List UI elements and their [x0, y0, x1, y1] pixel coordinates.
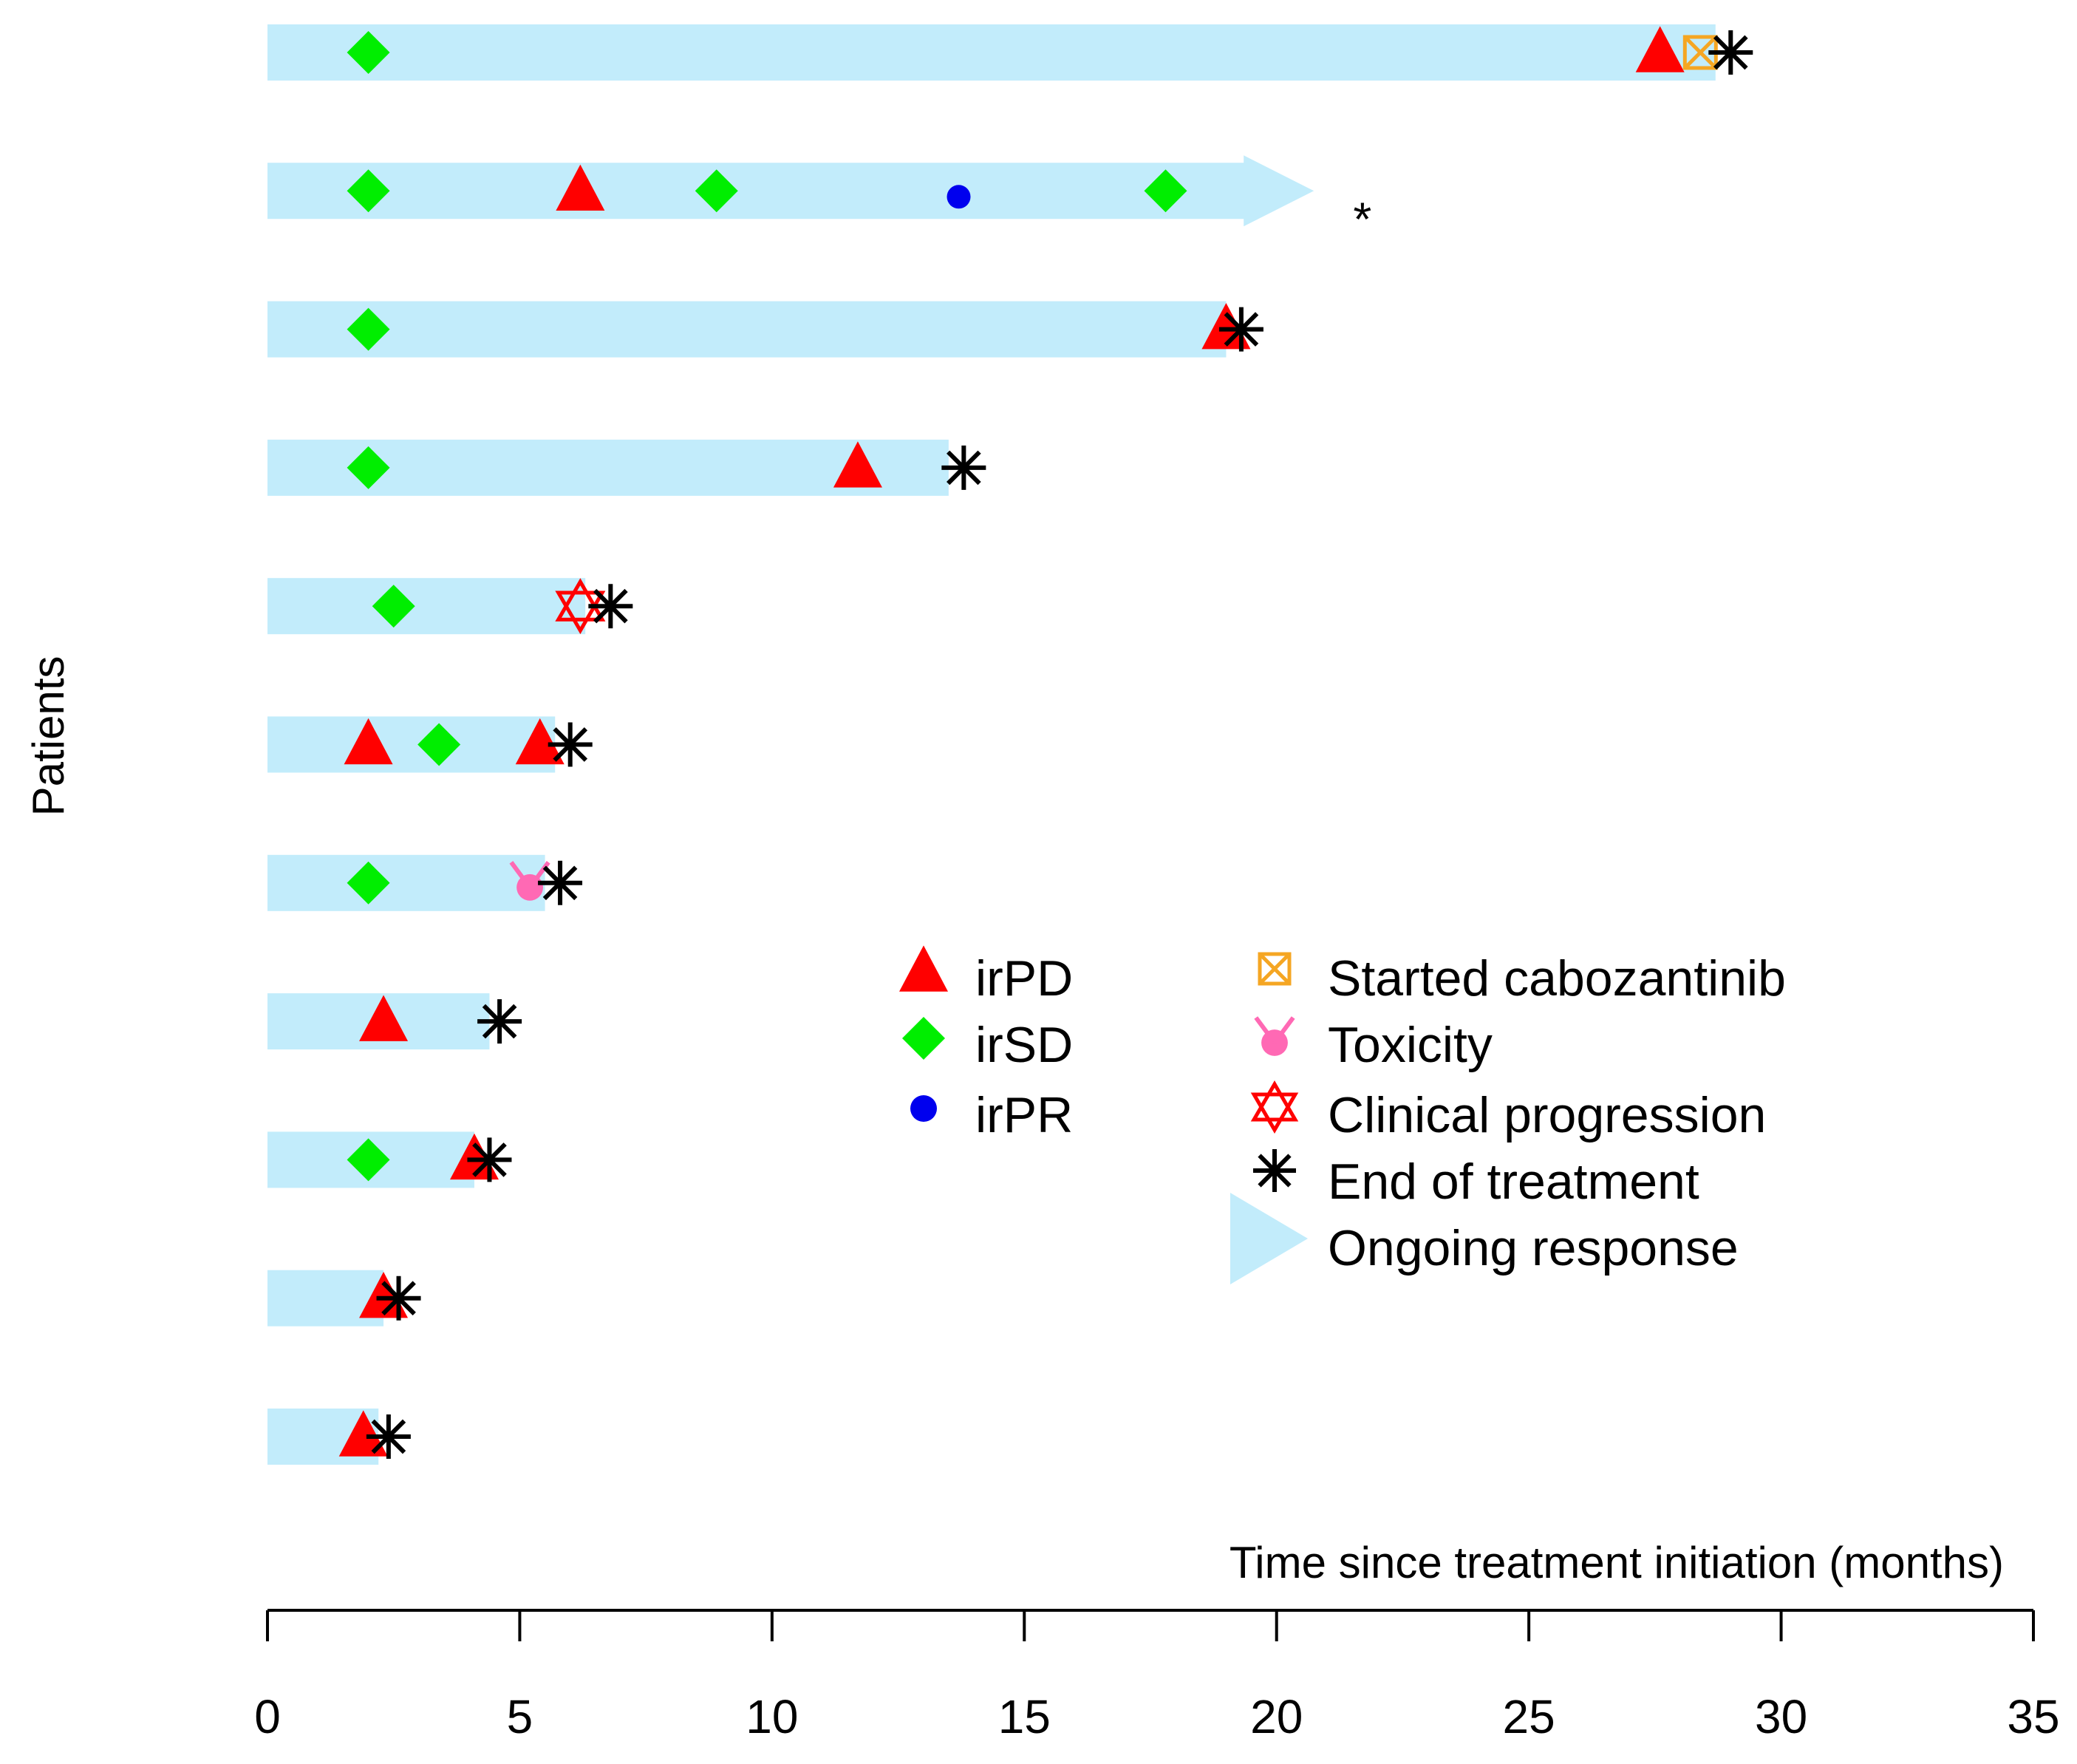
legend-label-ongoing: Ongoing response: [1328, 1220, 1739, 1276]
x-axis-title: Time since treatment initiation (months): [1230, 1538, 2004, 1587]
legend-eot-icon: [1253, 1149, 1296, 1192]
irsd-marker-9-1: [347, 1138, 390, 1182]
eot-marker-3: [1218, 307, 1263, 352]
legend-ongoing-icon: [1230, 1193, 1308, 1284]
annotation-1: *: [1353, 192, 1371, 245]
irpd-marker-9-1: [449, 1133, 499, 1180]
patient-bar-7: [267, 854, 545, 911]
legend-toxicity-icon: [1254, 1016, 1295, 1056]
legend-clinical-icon: [1250, 1080, 1299, 1134]
irsd-marker-1-1: [347, 31, 390, 74]
irsd-marker-4-1: [347, 446, 390, 489]
irpd-marker-6-2: [515, 718, 565, 765]
irpd-marker-3-1: [1201, 302, 1251, 350]
legend-label-toxicity: Toxicity: [1328, 1017, 1493, 1073]
patient-bar-3: [267, 301, 1227, 358]
x-tick-label-35: 35: [2007, 1690, 2059, 1743]
x-tick-label-0: 0: [254, 1690, 281, 1743]
legend: irPD irSD irPR Started cabozantinib Toxicity…: [899, 945, 1786, 1284]
x-tick-label-20: 20: [1250, 1690, 1303, 1743]
legend-label-irSD: irSD: [975, 1017, 1073, 1073]
eot-marker-8: [477, 999, 522, 1044]
eot-marker-11: [366, 1414, 411, 1459]
irpd-marker-2-1: [556, 164, 605, 211]
irsd-marker-7-1: [347, 861, 390, 905]
irpd-marker-8-1: [359, 995, 409, 1041]
patient-bars: [267, 24, 1716, 1465]
eot-marker-4: [941, 445, 986, 490]
irsd-marker-2-2: [695, 169, 738, 213]
irpd-marker-1-1: [1635, 26, 1685, 72]
patient-bar-6: [267, 716, 556, 773]
x-tick-label-10: 10: [746, 1690, 798, 1743]
eot-marker-9: [467, 1137, 512, 1182]
x-tick-label-15: 15: [998, 1690, 1051, 1743]
irpd-marker-6-1: [344, 718, 393, 765]
legend-label-eot: End of treatment: [1328, 1154, 1699, 1210]
event-markers: *: [338, 26, 1753, 1459]
clinical-marker-5-1: [555, 578, 606, 635]
eot-marker-7: [538, 860, 583, 905]
patient-bar-1: [267, 24, 1716, 81]
legend-cabo-icon: [1258, 952, 1292, 986]
irsd-marker-3-1: [347, 307, 390, 351]
irpd-marker-11-1: [338, 1410, 388, 1457]
irsd-marker-6-1: [417, 723, 461, 766]
legend-label-irPR: irPR: [975, 1087, 1073, 1143]
eot-marker-1: [1708, 30, 1753, 75]
eot-marker-10: [376, 1276, 421, 1321]
x-axis: 0 5 10 15 20 25 30 35: [254, 1609, 2060, 1743]
x-tick-label-25: 25: [1503, 1690, 1555, 1743]
legend-irpd-icon: [899, 945, 948, 992]
legend-label-cabo: Started cabozantinib: [1328, 950, 1786, 1007]
legend-label-clinical: Clinical progression: [1328, 1087, 1766, 1143]
eot-marker-6: [548, 722, 593, 767]
irsd-marker-5-1: [372, 585, 415, 628]
legend-irpr-icon: [910, 1095, 937, 1122]
eot-marker-5: [588, 584, 633, 629]
legend-irsd-icon: [902, 1017, 945, 1060]
irpd-marker-10-1: [359, 1272, 409, 1318]
irpr-marker-2-1: [947, 185, 971, 209]
y-axis-title: Patients: [24, 656, 73, 817]
irsd-marker-2-3: [1144, 169, 1187, 213]
irsd-marker-2-1: [347, 169, 390, 213]
x-tick-label-30: 30: [1755, 1690, 1807, 1743]
irpd-marker-4-1: [833, 441, 882, 488]
patient-bar-5: [267, 578, 586, 635]
legend-label-irPD: irPD: [975, 950, 1073, 1007]
x-tick-label-5: 5: [507, 1690, 533, 1743]
patient-bar-2: [267, 155, 1314, 227]
